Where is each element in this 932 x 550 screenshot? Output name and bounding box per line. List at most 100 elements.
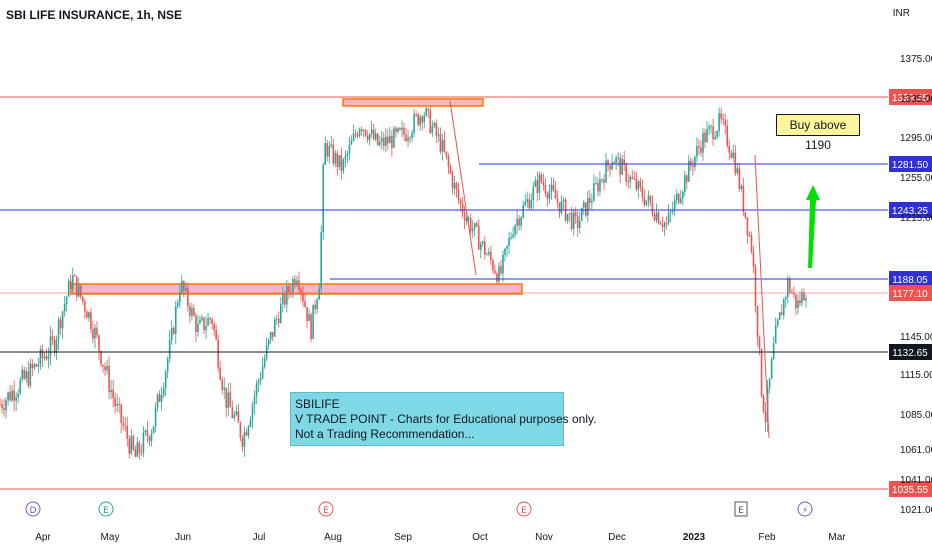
candle-body bbox=[156, 394, 159, 408]
candle-body bbox=[176, 302, 179, 307]
time-tick-label: Aug bbox=[324, 532, 342, 543]
candle-body bbox=[528, 199, 531, 209]
candle-body bbox=[215, 329, 217, 340]
candle-body bbox=[459, 200, 462, 204]
candle-body bbox=[603, 179, 605, 183]
note-line: Not a Trading Recommendation... bbox=[295, 427, 475, 441]
candle-body bbox=[431, 126, 434, 133]
event-marker-icon bbox=[98, 501, 114, 517]
candle-body bbox=[407, 137, 409, 142]
candle-body bbox=[41, 349, 44, 358]
price-tick-label: 1255.00 bbox=[900, 173, 932, 184]
candle-body bbox=[241, 437, 244, 447]
candle-body bbox=[80, 285, 82, 297]
candle-body bbox=[696, 146, 698, 157]
buy-callout[interactable]: Buy above 1190 bbox=[776, 114, 860, 152]
symbol-title: SBI LIFE INSURANCE, 1h, NSE bbox=[6, 8, 183, 22]
candle-body bbox=[530, 199, 533, 209]
candle-body bbox=[619, 157, 621, 175]
candle-body bbox=[284, 293, 286, 305]
candlestick-series bbox=[0, 106, 807, 460]
candle-body bbox=[213, 323, 215, 330]
candle-body bbox=[187, 288, 189, 307]
candle-body bbox=[481, 241, 484, 244]
candle-body bbox=[732, 152, 735, 158]
candle-body bbox=[33, 364, 36, 368]
candle-body bbox=[378, 141, 381, 145]
candle-body bbox=[698, 146, 700, 148]
candle-body bbox=[130, 436, 133, 454]
candle-body bbox=[419, 116, 421, 125]
price-tick-label: 1375.00 bbox=[900, 54, 932, 65]
candle-body bbox=[532, 186, 535, 200]
candle-body bbox=[750, 235, 753, 252]
candle-body bbox=[425, 108, 428, 116]
candle-body bbox=[671, 210, 674, 212]
candle-body bbox=[71, 275, 74, 290]
candle-body bbox=[112, 389, 114, 398]
price-tick-label: 1215.00 bbox=[900, 213, 932, 224]
candle-body bbox=[172, 328, 175, 334]
candle-body bbox=[211, 319, 213, 324]
candle-body bbox=[453, 183, 456, 189]
candle-body bbox=[247, 426, 250, 436]
candle-body bbox=[82, 296, 84, 302]
candle-body bbox=[17, 393, 19, 398]
candle-body bbox=[348, 144, 351, 154]
candle-body bbox=[574, 212, 577, 217]
candle-body bbox=[780, 312, 783, 316]
candle-body bbox=[782, 299, 785, 316]
candle-body bbox=[366, 135, 369, 141]
time-tick-label: Mar bbox=[828, 532, 846, 543]
candle-body bbox=[98, 335, 100, 351]
candle-body bbox=[237, 411, 240, 423]
candle-body bbox=[542, 181, 545, 186]
disclaimer-note[interactable]: SBILIFE V TRADE POINT - Charts for Educa… bbox=[290, 392, 596, 446]
candle-body bbox=[776, 319, 779, 326]
candle-body bbox=[138, 442, 141, 453]
candle-body bbox=[774, 325, 777, 344]
candle-body bbox=[393, 128, 395, 148]
candle-body bbox=[318, 288, 320, 300]
candle-body bbox=[162, 388, 165, 396]
candle-body bbox=[128, 438, 131, 454]
candle-body bbox=[710, 126, 712, 128]
price-level-tag bbox=[889, 285, 932, 301]
candle-body bbox=[90, 312, 92, 329]
candle-body bbox=[160, 395, 163, 402]
price-level-tag bbox=[889, 89, 932, 105]
price-tick-label: 1041.00 bbox=[900, 475, 932, 486]
candle-body bbox=[158, 394, 161, 402]
candle-body bbox=[271, 331, 274, 337]
candle-body bbox=[669, 211, 672, 214]
candle-body bbox=[185, 288, 187, 291]
candle-body bbox=[183, 281, 185, 291]
candle-body bbox=[653, 214, 656, 221]
candle-body bbox=[120, 404, 123, 424]
candle-body bbox=[401, 127, 403, 130]
event-marker-glyph: E bbox=[323, 506, 329, 516]
candle-body bbox=[193, 307, 195, 316]
candle-body bbox=[752, 251, 755, 267]
time-tick-label: Apr bbox=[35, 532, 51, 543]
candle-body bbox=[437, 134, 440, 136]
price-level-tag bbox=[889, 344, 932, 360]
candle-body bbox=[651, 203, 654, 215]
candle-body bbox=[793, 293, 795, 295]
candle-body bbox=[223, 387, 226, 390]
candle-body bbox=[639, 181, 642, 187]
candle-body bbox=[587, 197, 589, 216]
candle-body bbox=[55, 339, 58, 353]
candle-body bbox=[84, 301, 86, 312]
candle-body bbox=[37, 365, 40, 367]
candle-body bbox=[803, 292, 805, 301]
candle-body bbox=[102, 364, 104, 367]
candle-body bbox=[150, 433, 153, 442]
candle-body bbox=[395, 128, 397, 132]
candle-body bbox=[94, 327, 96, 339]
candle-body bbox=[647, 195, 650, 201]
candle-body bbox=[645, 200, 648, 206]
candle-body bbox=[538, 174, 541, 193]
price-tick-label: 1085.00 bbox=[900, 410, 932, 421]
